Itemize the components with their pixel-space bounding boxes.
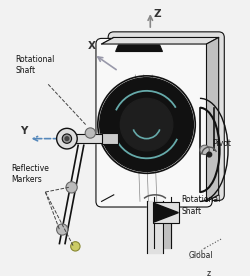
Circle shape bbox=[200, 145, 209, 155]
Polygon shape bbox=[116, 45, 162, 52]
FancyBboxPatch shape bbox=[96, 38, 212, 207]
Polygon shape bbox=[102, 38, 219, 44]
Polygon shape bbox=[154, 203, 178, 222]
Circle shape bbox=[62, 134, 72, 143]
Circle shape bbox=[120, 98, 173, 151]
Circle shape bbox=[65, 137, 69, 140]
Bar bbox=[153, 202, 179, 223]
Circle shape bbox=[71, 242, 80, 251]
Circle shape bbox=[207, 152, 212, 157]
Text: Rotational
Shaft: Rotational Shaft bbox=[181, 195, 220, 216]
Circle shape bbox=[56, 128, 77, 149]
Text: Y: Y bbox=[20, 126, 28, 136]
Text: Z: Z bbox=[153, 9, 161, 19]
Polygon shape bbox=[206, 38, 219, 201]
Text: Pivot: Pivot bbox=[212, 139, 231, 148]
Circle shape bbox=[56, 224, 68, 235]
Text: Rotational
Shaft: Rotational Shaft bbox=[16, 55, 55, 75]
Bar bbox=[102, 133, 118, 144]
Circle shape bbox=[100, 78, 194, 171]
Text: Reflective
Markers: Reflective Markers bbox=[12, 164, 50, 184]
Text: X: X bbox=[88, 41, 96, 51]
Text: Global: Global bbox=[188, 251, 213, 260]
Text: z: z bbox=[206, 269, 210, 276]
Circle shape bbox=[66, 182, 77, 193]
Circle shape bbox=[85, 128, 96, 138]
FancyBboxPatch shape bbox=[108, 32, 224, 200]
